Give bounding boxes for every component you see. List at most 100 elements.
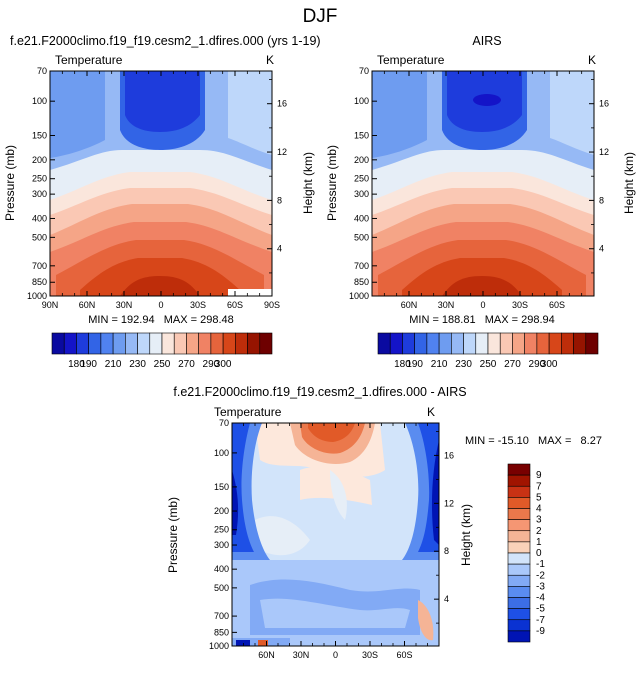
model-ytick-label: 150 [32,130,47,140]
diff-colorbar-swatch [507,597,531,609]
colorbar-label: 210 [431,359,448,370]
colorbar-swatch [259,332,273,355]
colorbar-label: 300 [541,359,558,370]
colorbar-swatch [186,332,199,355]
diff-units: K [427,405,435,419]
obs-ytick-label: 850 [354,277,369,287]
model-title: f.e21.F2000climo.f19_f19.cesm2_1.dfires.… [10,34,321,48]
obs-ytick-label: 500 [354,232,369,242]
diff-xtick-label: 60S [396,650,412,660]
colorbar-swatch [414,332,428,355]
model-ytick-label: 850 [32,277,47,287]
colorbar-swatch [561,332,574,355]
diff-axes: 60N 30N 0 30S 60S 70 100 150 200 250 300 400 500 700 8… [209,418,454,660]
diff-colorbar-label: 2 [536,526,542,537]
diff-colorbar-label: -9 [536,626,545,637]
model-stats: MIN = 192.94 MAX = 298.48 [88,314,234,326]
colorbar-swatch [63,332,77,355]
colorbar-label: 250 [154,359,171,370]
diff-stats: MIN = -15.10 MAX = 8.27 [465,435,602,447]
model-xtick-label: 60N [79,300,96,310]
colorbar-swatch [210,332,224,355]
diff-colorbar-label: 5 [536,492,542,503]
model-ytick-label: 250 [32,174,47,184]
panel-model: f.e21.F2000climo.f19_f19.cesm2_1.dfires.… [3,34,321,326]
colorbar-label: 290 [529,359,546,370]
diff-colorbar-label: 9 [536,470,542,481]
obs-xtick-label: 60S [549,300,565,310]
diff-colorbar-label: -7 [536,615,545,626]
obs-ytick-label: 300 [354,189,369,199]
diff-xtick-label: 0 [333,650,338,660]
obs-left-label: Temperature [377,53,445,67]
obs-ylabel-right: Height (km) [622,152,636,214]
model-ytick-label: 100 [32,96,47,106]
colorbar-swatch [161,332,175,355]
panel-diff: f.e21.F2000climo.f19_f19.cesm2_1.dfires.… [166,385,602,660]
colorbar-label: 230 [455,359,472,370]
colorbar-swatch [112,332,126,355]
diff-colorbar-label: 0 [536,548,542,559]
diff-colorbar-label: 4 [536,504,542,515]
colorbar-swatch [389,332,403,355]
diff-ytick-label: 1000 [209,641,229,651]
diff-ylabel: Pressure (mb) [166,497,180,573]
obs-axes: 60N 30N 0 30S 60S 70 100 150 200 250 300 400 500 700 8… [349,66,609,310]
colorbar-label: 270 [178,359,195,370]
colorbar-swatch [536,332,550,355]
colorbar-swatch [88,332,102,355]
obs-units: K [588,53,596,67]
diff-title: f.e21.F2000climo.f19_f19.cesm2_1.dfires.… [173,385,466,399]
colorbar-swatch [173,332,187,355]
colorbar-swatch [585,332,599,355]
colorbar-swatch [247,332,261,355]
model-ytick-label: 200 [32,155,47,165]
diff-colorbar-label: -4 [536,593,545,604]
diff-ytick-label: 700 [214,611,229,621]
colorbar-label: 230 [129,359,146,370]
model-htick-label: 4 [277,244,282,254]
model-ylabel: Pressure (mb) [3,145,17,221]
colorbar-swatch [451,332,464,355]
diff-colorbar-swatch [507,608,531,621]
colorbar-swatch [548,332,562,355]
diff-colorbar-swatch [507,630,531,643]
obs-ytick-label: 70 [359,66,369,76]
model-htick-label: 8 [277,195,282,205]
model-htick-label: 12 [277,147,287,157]
diff-ytick-label: 500 [214,583,229,593]
model-axes: 90N 60N 30N 0 30S 60S 90S 70 100 150 200 250 300 400 5… [27,66,287,310]
obs-title: AIRS [472,34,501,48]
model-xtick-label: 30S [190,300,206,310]
model-ytick-label: 300 [32,189,47,199]
colorbar-swatch [377,332,391,355]
obs-htick-label: 8 [599,195,604,205]
diff-contour-field [232,423,439,646]
obs-ytick-label: 1000 [349,291,369,301]
obs-xtick-label: 30S [512,300,528,310]
diff-colorbar-label: -2 [536,570,545,581]
diff-colorbar-swatch [507,552,531,565]
colorbar-label: 300 [215,359,232,370]
colorbar-swatch [463,332,477,355]
diff-xtick-label: 30S [362,650,378,660]
diff-colorbar-swatch [507,574,531,587]
colorbar-swatch [149,332,163,355]
obs-stats: MIN = 188.81 MAX = 298.94 [409,314,555,326]
diff-colorbar-swatch [507,586,531,598]
obs-htick-label: 4 [599,244,604,254]
diff-colorbar-label: 7 [536,481,542,492]
obs-ytick-label: 250 [354,174,369,184]
diff-colorbar-swatch [507,485,531,498]
colorbar-swatch [487,332,501,355]
model-ytick-label: 500 [32,232,47,242]
colorbar-swatch [524,332,538,355]
model-contour-field [50,71,272,296]
diff-colorbar-label: -1 [536,559,545,570]
diff-ytick-label: 70 [219,418,229,428]
model-xtick-label: 90S [264,300,280,310]
model-ytick-label: 1000 [27,291,47,301]
